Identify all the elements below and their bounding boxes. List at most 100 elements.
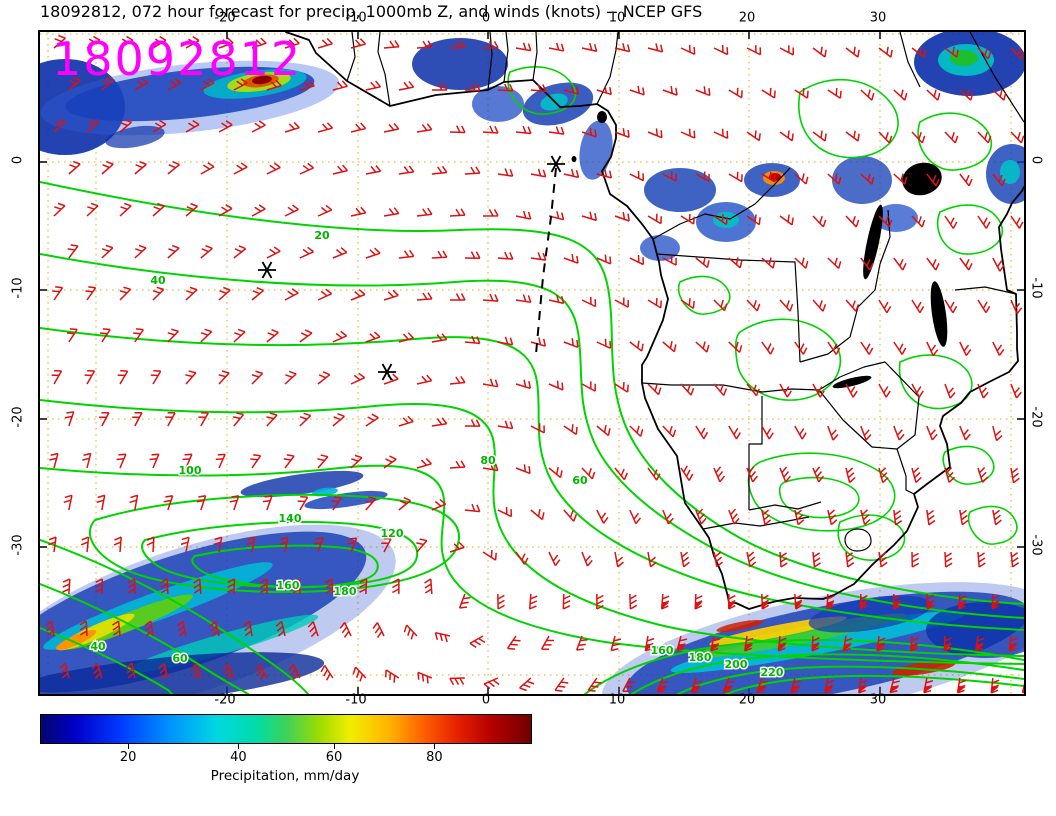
wind-barb (134, 244, 147, 259)
wind-barb (827, 425, 839, 441)
wind-barb (352, 666, 367, 682)
x-axis-tick-top: -20 (214, 10, 236, 26)
wind-barb (911, 467, 922, 484)
height-contour-land (837, 514, 906, 561)
wind-barb (299, 412, 312, 427)
wind-barb (812, 46, 827, 58)
wind-barb (482, 378, 499, 388)
wind-barb (266, 328, 279, 343)
storm-marker (258, 261, 276, 279)
wind-barb (629, 593, 638, 610)
wind-barb (695, 508, 707, 525)
wind-barb (728, 425, 741, 440)
wind-barb (284, 288, 299, 301)
wind-barb (464, 335, 481, 345)
wind-barb (284, 37, 300, 49)
wind-barb (761, 509, 772, 526)
wind-barb (893, 509, 903, 526)
wind-barb (381, 537, 392, 553)
wind-barb (307, 621, 319, 638)
wind-barb (275, 620, 286, 637)
wind-barb (383, 455, 397, 469)
wind-barb (185, 202, 198, 217)
wind-barb (299, 162, 315, 175)
wind-barb (944, 215, 958, 229)
wind-barb (497, 251, 514, 260)
country-border (652, 167, 791, 240)
wind-barb (680, 213, 695, 225)
wind-barb (563, 254, 579, 264)
wind-barb (860, 509, 871, 526)
coastline (285, 32, 1024, 610)
wind-barb (812, 215, 827, 228)
wind-barb (497, 83, 514, 92)
colorbar-tick-label: 80 (426, 750, 443, 765)
wind-barb (695, 171, 710, 183)
wind-barb (196, 495, 207, 511)
wind-barb (222, 663, 235, 680)
markers-layer (258, 155, 565, 381)
wind-barb (812, 130, 827, 142)
wind-barb (581, 467, 596, 480)
contour-label: 20 (314, 229, 330, 242)
precipitation-shading (874, 204, 918, 232)
contour-label: 120 (381, 527, 404, 540)
page-title: 18092812, 072 hour forecast for precip, … (40, 2, 703, 21)
wind-barb (398, 80, 415, 91)
wind-barb (482, 41, 499, 49)
wind-barb (530, 337, 547, 347)
wind-barb (180, 536, 190, 553)
wind-barb (215, 453, 226, 469)
wind-barb (656, 677, 669, 693)
wind-barb (150, 370, 162, 385)
wind-barb (332, 330, 348, 343)
wind-barb (926, 593, 935, 610)
wind-barb (614, 211, 630, 222)
wind-barb (332, 164, 349, 175)
wind-barb (80, 536, 90, 553)
contour-label: 220 (761, 666, 784, 679)
lake (930, 281, 948, 347)
wind-barb (530, 83, 547, 93)
wind-barb (372, 622, 385, 638)
wind-barb (464, 419, 481, 427)
lake (902, 162, 942, 196)
wind-barb (926, 341, 939, 357)
wind-barb (944, 467, 955, 483)
x-axis-tick-top: 20 (738, 10, 756, 26)
wind-barb (218, 286, 231, 301)
wind-barb (811, 635, 820, 652)
wind-barb (629, 254, 645, 266)
wind-barb (391, 578, 400, 595)
wind-barb (690, 677, 702, 694)
height-contour-land (898, 354, 973, 410)
height-contour-100 (40, 464, 1024, 665)
wind-barb (743, 635, 754, 652)
wind-barb (943, 635, 952, 652)
wind-barb (116, 453, 127, 469)
colorbar-tick-mark (128, 743, 130, 749)
wind-barb (695, 256, 710, 269)
wind-barb (893, 89, 908, 101)
wind-barb (992, 89, 1007, 101)
wind-barb (127, 578, 136, 595)
wind-barb (694, 593, 703, 610)
wind-barb (562, 593, 571, 610)
wind-barb (158, 662, 169, 679)
wind-barb (119, 118, 132, 133)
wind-barb (596, 169, 613, 179)
wind-barb (647, 551, 657, 568)
wind-barb (416, 538, 428, 553)
wind-barb (563, 509, 578, 522)
wind-barb (134, 160, 147, 175)
wind-barb (416, 292, 433, 301)
wind-barb (320, 665, 334, 681)
colorbar-tick-mark (238, 743, 240, 749)
wind-barb (614, 551, 624, 568)
wind-barb (1010, 215, 1024, 229)
y-axis-tick-right: -10 (1028, 277, 1044, 299)
wind-barb (596, 424, 611, 437)
wind-barb (398, 332, 414, 343)
height-contour-120 (89, 493, 460, 593)
